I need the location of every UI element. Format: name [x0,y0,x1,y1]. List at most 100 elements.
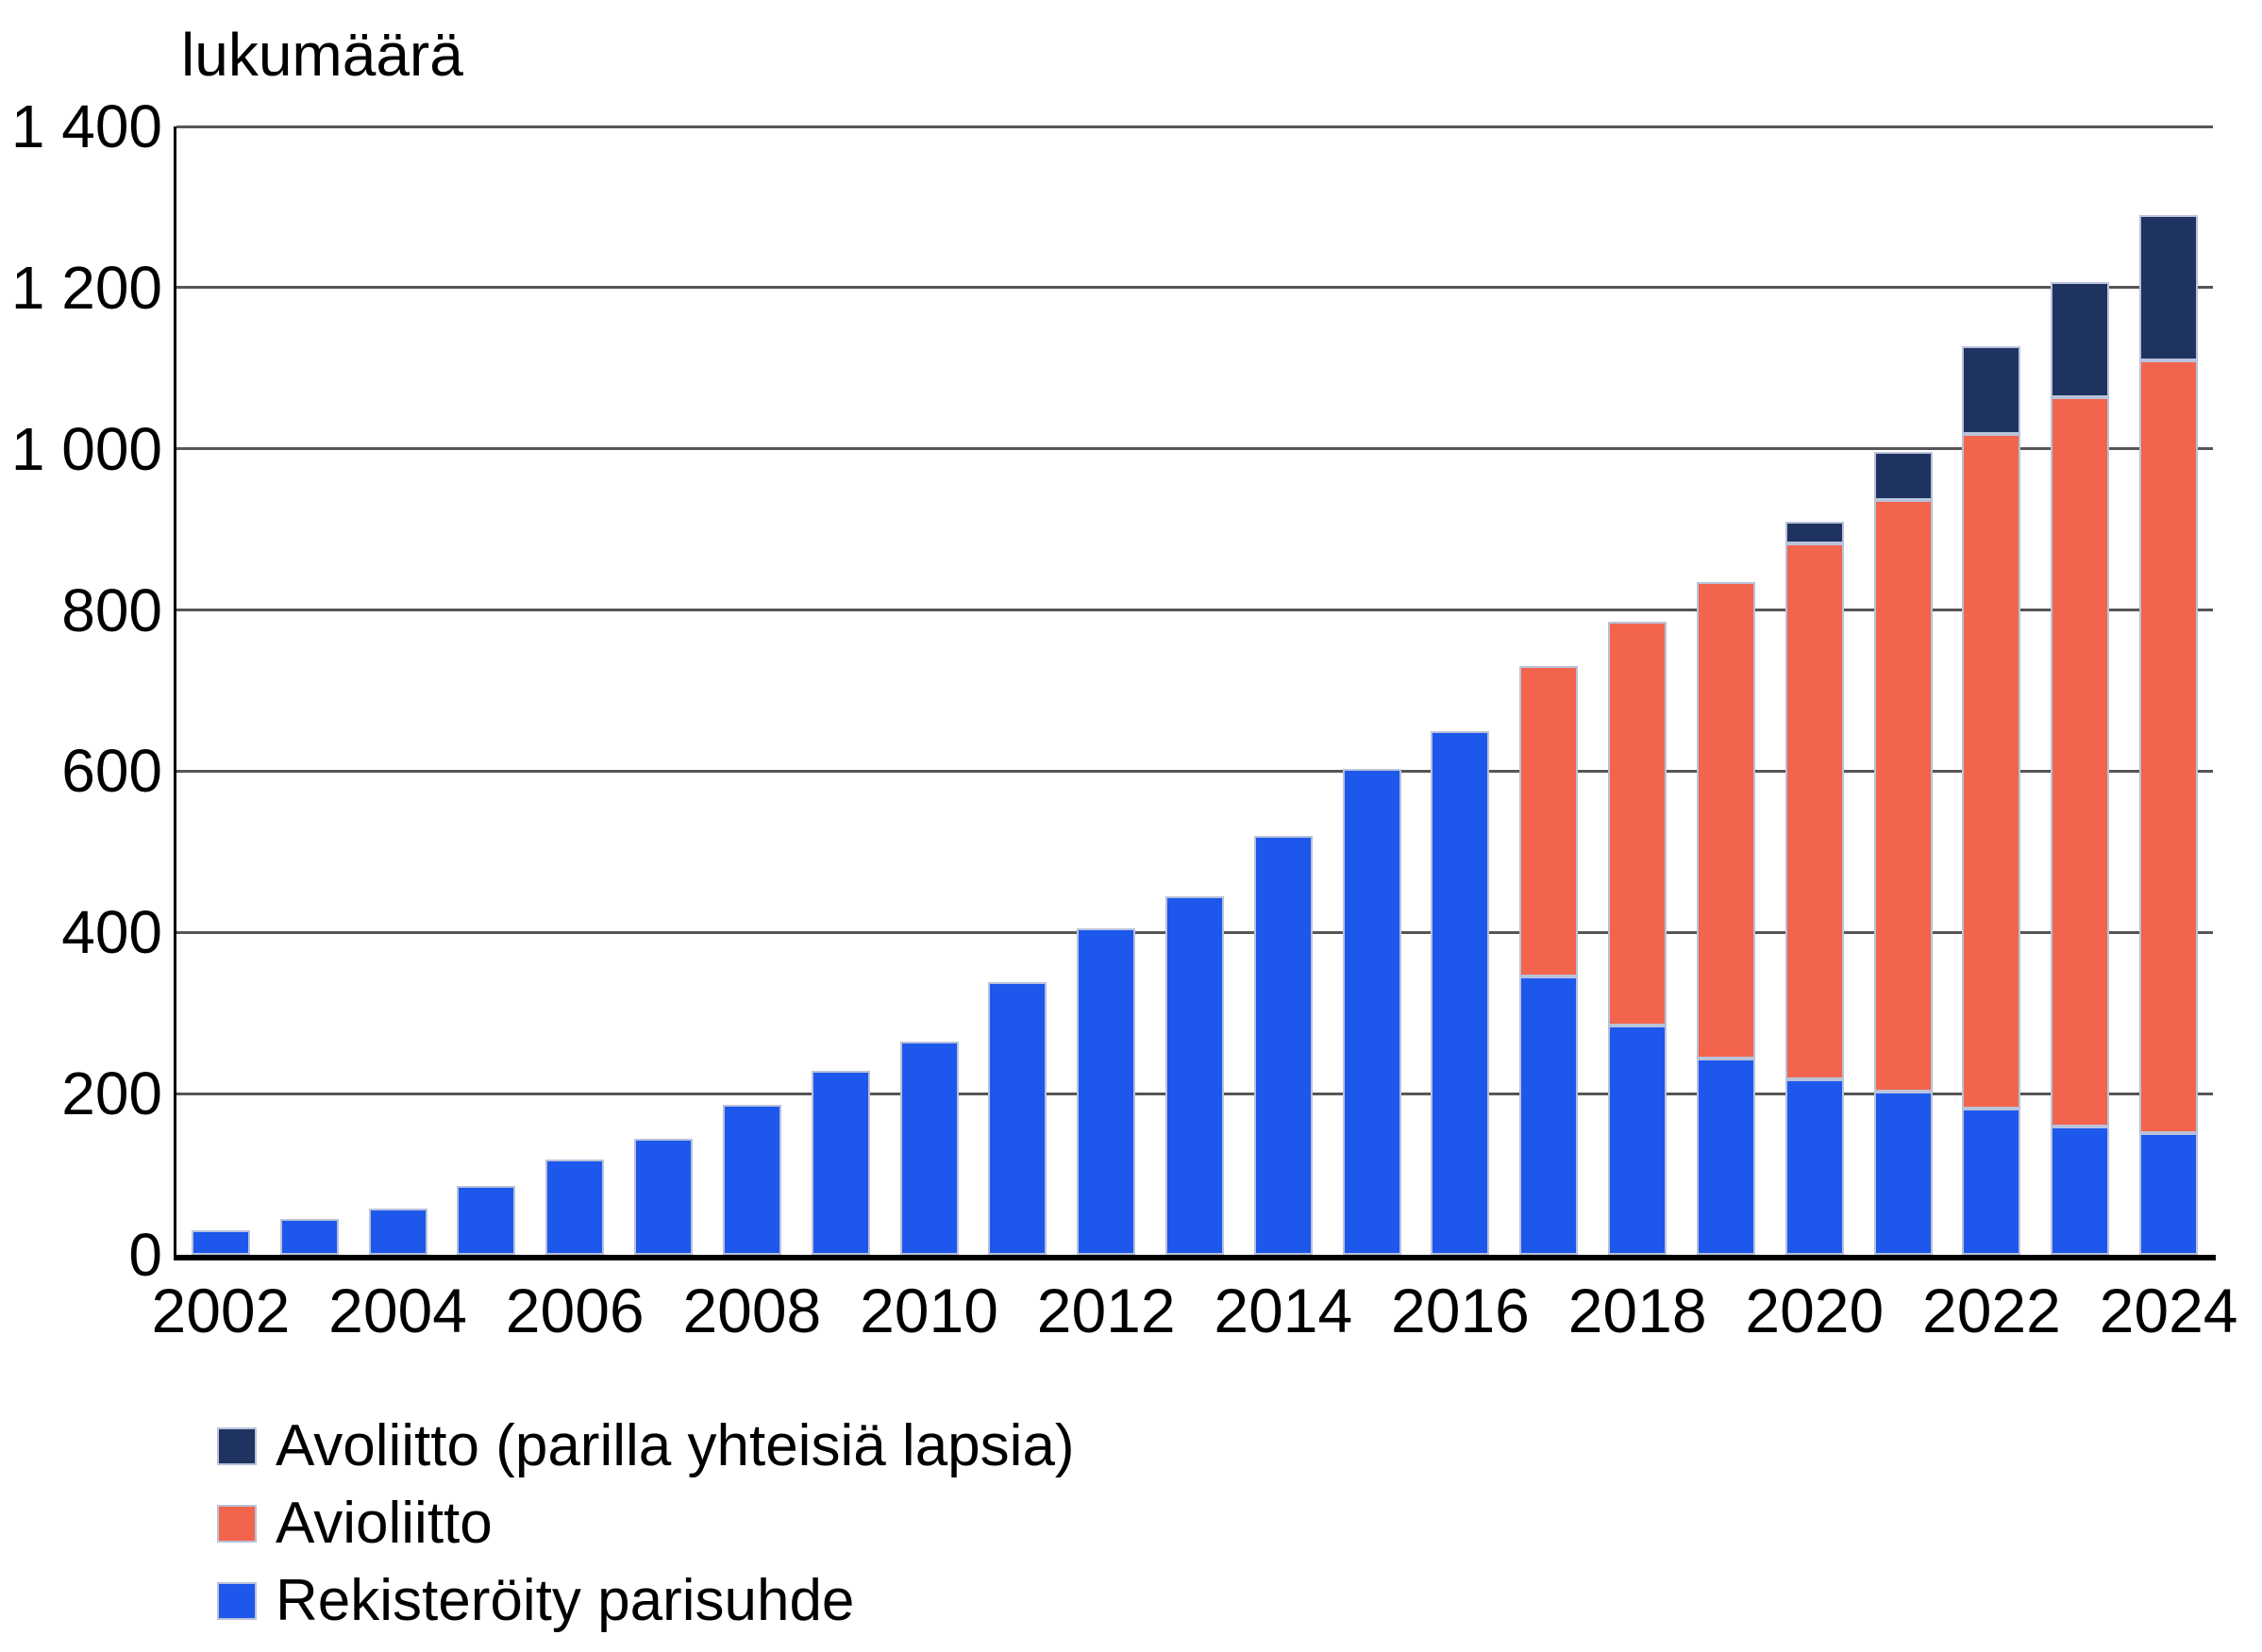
bar-segment-2003-rekisteröity-parisuhde [279,1218,339,1255]
bar-2002 [191,1230,250,1255]
bar-segment-2014-rekisteröity-parisuhde [1253,835,1313,1255]
gridline-y-1200 [176,286,2213,290]
gridline-y-600 [176,769,2213,773]
x-tick-label-2004: 2004 [328,1276,467,1345]
bar-2024 [2139,215,2199,1255]
y-tick-label-1400: 1 400 [10,92,162,160]
legend-label: Avoliitto (parilla yhteisiä lapsia) [276,1413,1075,1478]
y-tick-label-800: 800 [61,576,162,644]
legend-item: Avoliitto (parilla yhteisiä lapsia) [217,1408,1075,1485]
legend-label: Avioliitto [276,1491,493,1556]
bar-2016 [1431,730,1490,1255]
x-tick-label-2006: 2006 [505,1276,645,1345]
bar-2017 [1519,666,1579,1255]
y-tick-labels: 0 200 400 600 800 1 000 1 200 1 400 [0,0,162,1652]
bar-segment-2010-rekisteröity-parisuhde [899,1041,959,1255]
bar-segment-2024-avoliitto-parilla-yhteisiä-lapsia [2139,215,2199,360]
bar-2010 [899,1041,959,1255]
x-tick-label-2012: 2012 [1036,1276,1176,1345]
bar-segment-2023-rekisteröity-parisuhde [2051,1126,2110,1255]
bar-segment-2004-rekisteröity-parisuhde [368,1209,427,1255]
legend: Avoliitto (parilla yhteisiä lapsia) Aviol… [217,1408,1075,1640]
bar-segment-2008-rekisteröity-parisuhde [722,1105,781,1255]
y-axis-line [174,126,176,1258]
bar-2015 [1342,768,1401,1255]
x-tick-label-2016: 2016 [1391,1276,1530,1345]
x-axis-line [174,1255,2216,1260]
bar-segment-2017-avioliitto [1519,666,1579,977]
bar-segment-2019-avioliitto [1696,581,1755,1059]
y-axis-unit-label: lukumäärä [181,21,463,89]
bar-segment-2024-rekisteröity-parisuhde [2139,1133,2199,1255]
y-tick-label-0: 0 [128,1221,162,1289]
bar-2023 [2051,281,2110,1255]
bar-segment-2015-rekisteröity-parisuhde [1342,768,1401,1255]
bar-segment-2013-rekisteröity-parisuhde [1165,895,1224,1255]
bar-2005 [457,1186,516,1255]
bar-segment-2021-avioliitto [1873,500,1933,1092]
bar-segment-2020-avoliitto-parilla-yhteisiä-lapsia [1784,521,1844,543]
legend-label: Rekisteröity parisuhde [276,1568,855,1633]
legend-swatch [217,1582,257,1620]
bar-2008 [722,1105,781,1255]
bar-segment-2021-avoliitto-parilla-yhteisiä-lapsia [1873,452,1933,501]
gridline-y-1000 [176,447,2213,451]
bar-segment-2020-rekisteröity-parisuhde [1784,1078,1844,1255]
bar-segment-2012-rekisteröity-parisuhde [1077,928,1136,1255]
y-tick-label-400: 400 [61,898,162,967]
bar-2021 [1873,452,1933,1255]
bar-segment-2023-avoliitto-parilla-yhteisiä-lapsia [2051,281,2110,398]
plot-area [176,125,2213,1255]
bar-2019 [1696,581,1755,1255]
bar-segment-2024-avioliitto [2139,359,2199,1134]
bar-segment-2005-rekisteröity-parisuhde [457,1186,516,1255]
gridline-y-1400 [176,125,2213,128]
bar-2020 [1784,521,1844,1255]
y-tick-label-1000: 1 000 [10,414,162,483]
bar-segment-2006-rekisteröity-parisuhde [545,1160,605,1255]
legend-item: Rekisteröity parisuhde [217,1562,1075,1640]
bar-segment-2023-avioliitto [2051,397,2110,1127]
bar-segment-2017-rekisteröity-parisuhde [1519,976,1579,1255]
bar-segment-2022-rekisteröity-parisuhde [1962,1108,2021,1255]
bar-segment-2019-rekisteröity-parisuhde [1696,1058,1755,1255]
x-tick-label-2002: 2002 [151,1276,291,1345]
x-tick-label-2008: 2008 [682,1276,822,1345]
bar-segment-2016-rekisteröity-parisuhde [1431,730,1490,1255]
bar-segment-2009-rekisteröity-parisuhde [811,1071,870,1255]
bar-2009 [811,1071,870,1255]
bar-2007 [634,1138,694,1255]
bar-segment-2018-rekisteröity-parisuhde [1608,1025,1667,1255]
bar-2018 [1608,622,1667,1255]
bar-segment-2011-rekisteröity-parisuhde [988,982,1047,1255]
bar-segment-2022-avioliitto [1962,434,2021,1109]
y-tick-label-200: 200 [61,1060,162,1128]
bar-2022 [1962,346,2021,1255]
bar-segment-2002-rekisteröity-parisuhde [191,1230,250,1255]
bar-segment-2022-avoliitto-parilla-yhteisiä-lapsia [1962,346,2021,435]
x-tick-label-2018: 2018 [1567,1276,1707,1345]
legend-swatch [217,1505,257,1543]
legend-item: Avioliitto [217,1485,1075,1562]
x-tick-label-2022: 2022 [1922,1276,2061,1345]
bar-2004 [368,1209,427,1255]
bar-2014 [1253,835,1313,1255]
bar-2006 [545,1160,605,1255]
bar-2012 [1077,928,1136,1255]
legend-swatch [217,1427,257,1465]
bar-2011 [988,982,1047,1255]
bar-2003 [279,1218,339,1255]
gridline-y-800 [176,609,2213,612]
y-tick-label-600: 600 [61,737,162,806]
bar-segment-2018-avioliitto [1608,622,1667,1026]
bar-segment-2021-rekisteröity-parisuhde [1873,1091,1933,1255]
x-tick-label-2014: 2014 [1214,1276,1353,1345]
bar-2013 [1165,895,1224,1255]
x-tick-label-2024: 2024 [2099,1276,2238,1345]
bar-segment-2007-rekisteröity-parisuhde [634,1138,694,1255]
bar-segment-2020-avioliitto [1784,542,1844,1079]
x-tick-label-2010: 2010 [860,1276,998,1345]
y-tick-label-1200: 1 200 [10,253,162,322]
x-tick-label-2020: 2020 [1745,1276,1885,1345]
